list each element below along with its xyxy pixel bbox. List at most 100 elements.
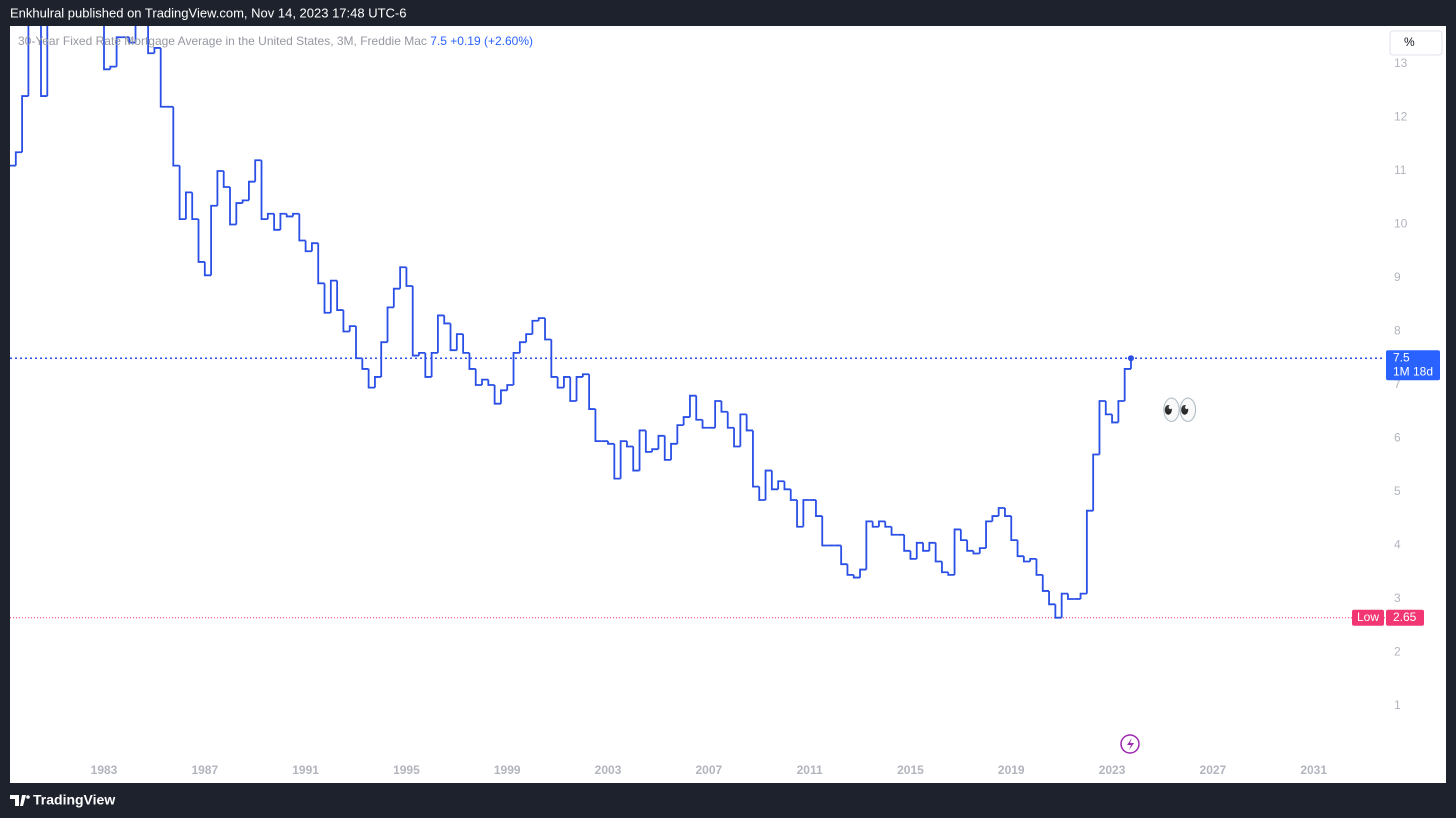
- x-tick-label: 1991: [292, 763, 319, 777]
- x-tick-label: 1995: [393, 763, 420, 777]
- step-segment: [525, 333, 533, 343]
- step-segment: [27, 26, 30, 97]
- step-segment: [695, 395, 703, 421]
- last-point: [1127, 355, 1134, 362]
- step-segment: [922, 542, 930, 552]
- step-segment: [1111, 414, 1119, 424]
- step-segment: [789, 489, 798, 501]
- step-segment: [632, 446, 640, 472]
- step-segment: [739, 413, 747, 447]
- step-segment: [254, 159, 262, 182]
- step-segment: [607, 441, 615, 445]
- step-segment: [745, 414, 753, 432]
- step-segment: [575, 376, 583, 402]
- x-tick-label: 1987: [191, 763, 218, 777]
- x-tick-label: 2011: [797, 763, 823, 777]
- step-segment: [506, 384, 514, 391]
- step-segment: [581, 373, 590, 377]
- step-segment: [216, 170, 224, 206]
- step-segment: [210, 204, 218, 276]
- step-segment: [311, 242, 319, 252]
- step-segment: [569, 376, 577, 402]
- legend: 30-Year Fixed Rate Mortgage Average in t…: [18, 34, 533, 48]
- step-segment: [714, 400, 722, 428]
- step-segment: [966, 540, 974, 552]
- x-tick-label: 2003: [595, 763, 622, 777]
- step-segment: [594, 409, 602, 443]
- step-segment: [657, 434, 665, 450]
- step-segment: [985, 520, 993, 549]
- low-value: 2.65: [1393, 610, 1417, 624]
- plot: [10, 26, 1385, 619]
- step-segment: [556, 376, 564, 389]
- tv-logo: [10, 795, 30, 806]
- step-segment: [493, 384, 501, 405]
- step-segment: [1022, 556, 1031, 563]
- step-segment: [229, 187, 237, 226]
- x-tick-label: 1999: [494, 763, 521, 777]
- step-segment: [701, 419, 709, 429]
- step-segment: [298, 213, 306, 242]
- y-tick-label: 10: [1394, 217, 1408, 231]
- step-segment: [424, 352, 432, 378]
- step-segment: [248, 180, 256, 201]
- step-segment: [531, 319, 539, 335]
- unit-box[interactable]: [1389, 30, 1443, 56]
- step-segment: [537, 317, 546, 321]
- step-segment: [1123, 368, 1131, 402]
- y-tick-label: 9: [1394, 270, 1401, 284]
- low-tag-box: [1352, 609, 1384, 626]
- step-segment: [153, 47, 161, 54]
- step-segment: [764, 469, 772, 500]
- step-segment: [185, 191, 193, 220]
- step-segment: [159, 47, 168, 108]
- step-segment: [796, 499, 804, 528]
- step-segment: [550, 339, 558, 378]
- step-segment: [348, 325, 357, 332]
- step-segment: [392, 287, 401, 308]
- step-segment: [128, 37, 136, 44]
- step-segment: [1098, 400, 1106, 455]
- step-segment: [997, 507, 1005, 517]
- step-segment: [758, 486, 766, 501]
- step-segment: [367, 368, 375, 389]
- step-segment: [462, 334, 470, 354]
- step-segment: [304, 240, 312, 253]
- y-tick-label: 7: [1394, 377, 1401, 391]
- step-segment: [846, 564, 854, 576]
- step-segment: [588, 374, 596, 410]
- step-segment: [1004, 508, 1012, 517]
- step-segment: [1117, 400, 1125, 423]
- step-segment: [1054, 604, 1062, 619]
- step-segment: [651, 448, 659, 452]
- step-segment: [1085, 509, 1094, 594]
- step-segment: [752, 430, 760, 488]
- step-segment: [191, 192, 199, 221]
- step-segment: [852, 574, 861, 579]
- step-segment: [953, 528, 961, 575]
- step-segment: [871, 521, 879, 528]
- step-segment: [361, 358, 369, 370]
- low-tag: Low: [1357, 610, 1379, 624]
- y-tick-label: 5: [1394, 484, 1401, 498]
- lightning-icon[interactable]: [1120, 734, 1140, 754]
- step-segment: [21, 95, 29, 153]
- step-segment: [1067, 593, 1075, 600]
- x-tick-label: 2019: [998, 763, 1025, 777]
- y-tick-label: 13: [1394, 56, 1408, 70]
- x-tick-label: 2007: [695, 763, 722, 777]
- step-segment: [329, 279, 338, 313]
- step-segment: [972, 550, 980, 555]
- step-segment: [468, 352, 476, 370]
- step-segment: [1010, 516, 1018, 542]
- y-tick-label: 6: [1394, 431, 1401, 445]
- step-segment: [103, 26, 111, 71]
- step-segment: [934, 542, 942, 563]
- legend-value: 7.5: [430, 34, 447, 48]
- step-segment: [726, 411, 735, 429]
- step-segment: [342, 310, 350, 333]
- step-segment: [947, 572, 955, 576]
- step-segment: [518, 341, 527, 353]
- step-segment: [487, 379, 495, 386]
